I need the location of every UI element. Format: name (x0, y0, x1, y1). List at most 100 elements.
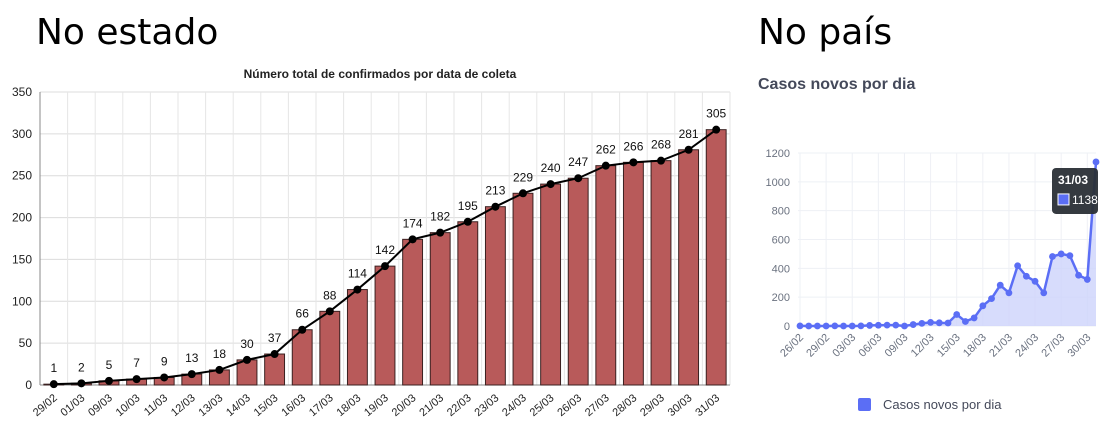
data-point (1092, 158, 1100, 166)
bar (264, 353, 286, 386)
y-tick-label: 100 (12, 294, 32, 308)
data-label: 9 (161, 354, 168, 368)
data-point (970, 314, 978, 322)
data-label: 30 (240, 337, 254, 351)
x-tick-label: 22/03 (445, 392, 474, 419)
data-point (1040, 289, 1048, 297)
data-point (866, 322, 874, 329)
data-label: 7 (133, 356, 140, 370)
data-point (629, 158, 638, 167)
data-point (215, 365, 224, 374)
x-tick-label: 15/03 (252, 392, 281, 419)
data-point (243, 355, 251, 364)
data-point (270, 350, 279, 359)
bar (402, 238, 424, 386)
data-label: 305 (706, 107, 726, 121)
x-tick-label: 18/03 (961, 332, 989, 360)
data-point (918, 320, 926, 327)
data-point (822, 322, 830, 330)
data-point (657, 156, 665, 165)
x-tick-label: 28/03 (611, 392, 640, 419)
data-point (325, 307, 334, 316)
tooltip: 31/03 1138 (1052, 167, 1098, 214)
data-point (381, 262, 389, 271)
data-label: 247 (568, 155, 588, 169)
y-tick-label: 50 (19, 336, 33, 350)
x-tick-label: 24/03 (500, 392, 529, 419)
x-tick-label: 13/03 (197, 392, 226, 419)
data-point (996, 281, 1004, 289)
data-label: 66 (296, 307, 310, 321)
x-tick-label: 29/02 (804, 332, 832, 360)
bar (374, 265, 396, 386)
data-point (953, 311, 961, 318)
x-tick-label: 09/03 (86, 392, 115, 419)
y-tick-label: 600 (772, 235, 790, 247)
data-point (1057, 250, 1065, 258)
data-point (574, 174, 583, 183)
data-point (684, 145, 693, 154)
data-point (944, 319, 952, 327)
x-tick-label: 27/03 (1039, 332, 1067, 360)
data-label: 18 (213, 347, 227, 361)
data-point (796, 322, 804, 330)
data-point (463, 217, 472, 226)
data-label: 262 (596, 143, 616, 157)
data-label: 182 (430, 210, 450, 224)
tooltip-swatch (1057, 193, 1070, 206)
x-tick-label: 21/03 (987, 332, 1015, 360)
data-point (77, 379, 86, 388)
data-point (883, 321, 891, 329)
x-tick-label: 10/03 (114, 392, 143, 419)
y-tick-label: 200 (12, 211, 32, 225)
bar (429, 232, 451, 386)
x-tick-label: 17/03 (307, 392, 336, 419)
x-tick-label: 25/03 (528, 392, 557, 419)
data-label: 5 (106, 358, 113, 372)
x-tick-label: 06/03 (857, 332, 885, 360)
tooltip-value: 1138 (1072, 193, 1098, 207)
x-tick-label: 12/03 (169, 392, 198, 419)
bar (291, 329, 313, 386)
y-tick-label: 250 (12, 169, 32, 183)
x-tick-label: 09/03 (883, 332, 911, 360)
data-point (927, 318, 934, 326)
data-point (857, 322, 865, 330)
data-point (831, 322, 839, 330)
x-tick-label: 18/03 (335, 392, 364, 419)
bar (567, 177, 589, 386)
data-point (935, 319, 943, 327)
x-tick-label: 03/03 (830, 332, 858, 360)
data-label: 88 (323, 288, 337, 302)
data-label: 13 (185, 351, 199, 365)
x-tick-label: 26/03 (555, 392, 584, 419)
x-tick-label: 15/03 (935, 332, 963, 360)
data-point (840, 322, 847, 330)
data-point (519, 189, 527, 198)
data-point (979, 302, 987, 310)
data-point (436, 228, 445, 237)
state-cumulative-chart: Número total de confirmados por data de … (12, 67, 731, 419)
bar (595, 165, 617, 386)
x-tick-label: 12/03 (909, 332, 937, 360)
data-label: 213 (485, 184, 505, 198)
data-label: 281 (679, 127, 699, 141)
data-label: 268 (651, 138, 671, 152)
x-tick-label: 20/03 (390, 392, 419, 419)
x-tick-label: 27/03 (583, 392, 612, 419)
bar (705, 129, 727, 386)
data-point (187, 370, 196, 379)
y-tick-label: 350 (12, 85, 32, 99)
data-point (1049, 253, 1056, 260)
y-tick-label: 800 (772, 206, 790, 218)
data-label: 37 (268, 331, 282, 345)
bar (319, 310, 341, 386)
y-tick-label: 150 (12, 252, 32, 266)
country-daily-chart: 0 200 400 600 800 1000 1200 26/0229/0203/0306/0… (766, 148, 1100, 412)
data-point (805, 322, 813, 330)
data-point (160, 373, 169, 382)
data-point (1014, 262, 1022, 270)
data-point (1066, 252, 1074, 260)
bar (540, 183, 562, 386)
country-heading: No país (758, 12, 893, 53)
